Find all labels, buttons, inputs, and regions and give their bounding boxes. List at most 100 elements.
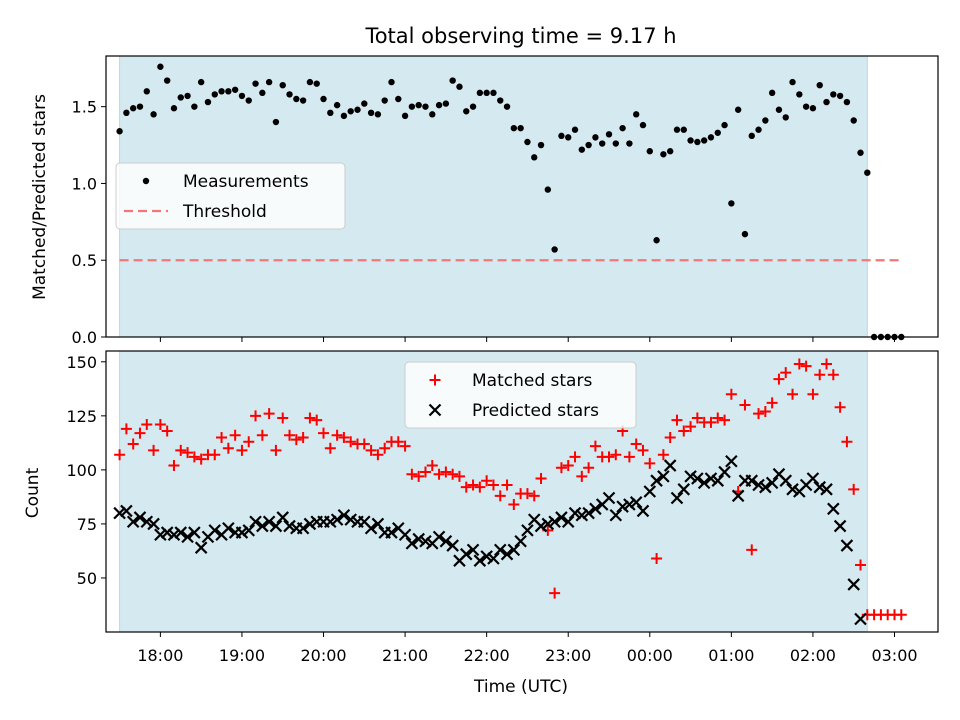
predicted-star-point [262,515,276,529]
predicted-star-point [133,511,147,524]
predicted-star-point [269,519,283,533]
matched-star-point [780,367,792,379]
matched-star-point [141,418,153,430]
axes-frame [105,350,939,633]
predicted-star-point [439,534,453,548]
predicted-star-point [126,515,140,529]
matched-star-point [447,468,459,480]
measurement-point [741,230,749,238]
matched-star-point [664,431,676,443]
predicted-star-point [398,528,412,542]
measurement-point [347,108,354,115]
matched-star-point [691,412,703,424]
measurement-point [218,88,225,95]
predicted-star-point [507,543,521,557]
measurement-point [571,126,579,133]
y-tick-label: 75 [77,515,97,534]
predicted-star-point [303,517,317,531]
matched-star-point [630,438,642,450]
predicted-star-point [568,506,582,520]
y-tick-label: 100 [66,461,97,480]
matched-star-point [134,427,146,439]
predicted-star-point [820,483,833,496]
predicted-star-point [670,491,684,505]
predicted-star-point [541,517,555,531]
predicted-star-point [222,521,235,535]
measurement-point [517,124,524,132]
matched-star-point [358,438,370,450]
predicted-star-point [765,476,779,490]
top-ylabel: Matched/Predicted stars [30,94,50,300]
predicted-star-point [385,526,398,539]
measurement-point [605,131,613,138]
predicted-star-point [521,524,534,537]
predicted-star-point [446,539,459,552]
measurement-point [836,92,844,100]
matched-star-point [895,609,907,621]
x-tick-label: 01:00 [708,646,754,665]
predicted-star-point [140,515,154,529]
measurement-point [673,126,681,133]
measurement-point [531,154,538,161]
matched-star-point [263,408,275,420]
predicted-star-point [589,502,602,516]
matched-star-point [494,490,506,502]
predicted-star-point [174,526,188,539]
measurement-point [734,106,742,113]
matched-star-point [154,418,166,430]
matched-star-point [487,479,499,491]
measurement-point [469,103,477,110]
predicted-star-point [473,554,487,567]
predicted-star-point [575,508,589,522]
predicted-star-point [731,489,745,503]
measurement-point [299,97,307,104]
predicted-star-point [759,480,772,494]
matched-star-point [521,488,533,500]
matched-star-point [834,401,846,413]
predicted-star-point [548,515,561,529]
matched-star-point [474,481,486,493]
measurement-point [626,140,633,147]
measurement-point [231,86,239,93]
matched-star-point [766,397,778,409]
matched-star-point [841,436,853,448]
matched-star-point [270,444,282,456]
predicted-star-point [684,470,697,483]
measurement-point [762,117,769,124]
predicted-star-point [480,550,493,563]
x-tick-label: 20:00 [300,646,346,665]
measurement-point [565,134,572,141]
measurement-point [551,246,558,253]
matched-star-point [345,436,357,448]
matched-star-point [406,468,418,480]
measurement-point [313,80,320,87]
measurement-point [796,91,803,98]
predicted-star-point [697,476,711,490]
predicted-star-point [691,472,704,485]
measurement-point [279,81,286,89]
matched-star-point [460,481,472,493]
matched-star-point [365,444,377,456]
matched-star-point [311,414,323,426]
matched-star-point [195,453,207,465]
top-panel: 0.0 0.5 1.0 1.5 Measurements Threshold [72,55,939,347]
measurement-point [272,118,280,126]
measurement-point [225,88,232,95]
measurement-point [537,141,545,149]
predicted-star-point [786,483,799,496]
predicted-star-point [677,483,691,496]
measurement-point [483,89,490,97]
x-tick-label: 02:00 [790,646,836,665]
measurement-point [660,151,667,158]
measurement-point [632,111,640,118]
measurement-point [680,126,687,133]
predicted-star-point [854,612,867,626]
predicted-star-point [629,496,643,509]
matched-star-point [182,447,194,459]
predicted-star-point [643,485,657,498]
matched-star-point [725,388,737,400]
predicted-star-point [704,472,718,485]
measurement-point [503,103,511,110]
measurement-point [123,109,130,117]
matched-star-point [589,440,601,452]
